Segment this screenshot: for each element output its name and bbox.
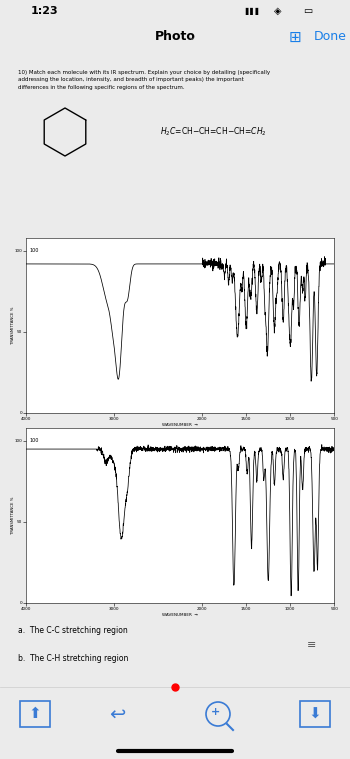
Text: ◈: ◈	[274, 6, 282, 16]
Text: TRANSMITTANCE %: TRANSMITTANCE %	[11, 496, 15, 534]
X-axis label: WAVENUMBER  →: WAVENUMBER →	[162, 423, 198, 427]
X-axis label: WAVENUMBER  →: WAVENUMBER →	[162, 613, 198, 616]
Text: Done: Done	[314, 30, 346, 43]
Text: ⬆: ⬆	[29, 707, 41, 722]
Text: +: +	[210, 707, 220, 717]
Text: ⊞: ⊞	[289, 30, 301, 45]
Text: 1:23: 1:23	[31, 6, 59, 16]
Text: TRANSMITTANCE %: TRANSMITTANCE %	[11, 307, 15, 345]
Text: b.  The C-H stretching region: b. The C-H stretching region	[18, 654, 128, 663]
Text: ▭: ▭	[303, 6, 313, 16]
Text: a.  The C-C stretching region: a. The C-C stretching region	[18, 626, 128, 635]
Text: ⬇: ⬇	[309, 707, 321, 722]
Text: 10) Match each molecule with its IR spectrum. Explain your choice by detailing (: 10) Match each molecule with its IR spec…	[18, 70, 270, 90]
Text: ⌄: ⌄	[188, 32, 196, 42]
Text: ↩: ↩	[109, 704, 125, 723]
Text: 100: 100	[29, 439, 39, 443]
Bar	[20, 701, 50, 727]
Text: 100: 100	[29, 248, 39, 254]
Text: Photo: Photo	[155, 30, 195, 43]
Text: ▐▐▐: ▐▐▐	[242, 8, 258, 14]
Bar	[300, 701, 330, 727]
Text: $H_2C$=CH$-$CH=CH$-$CH=$CH_2$: $H_2C$=CH$-$CH=CH$-$CH=$CH_2$	[160, 126, 267, 138]
Text: ≡: ≡	[307, 640, 316, 650]
